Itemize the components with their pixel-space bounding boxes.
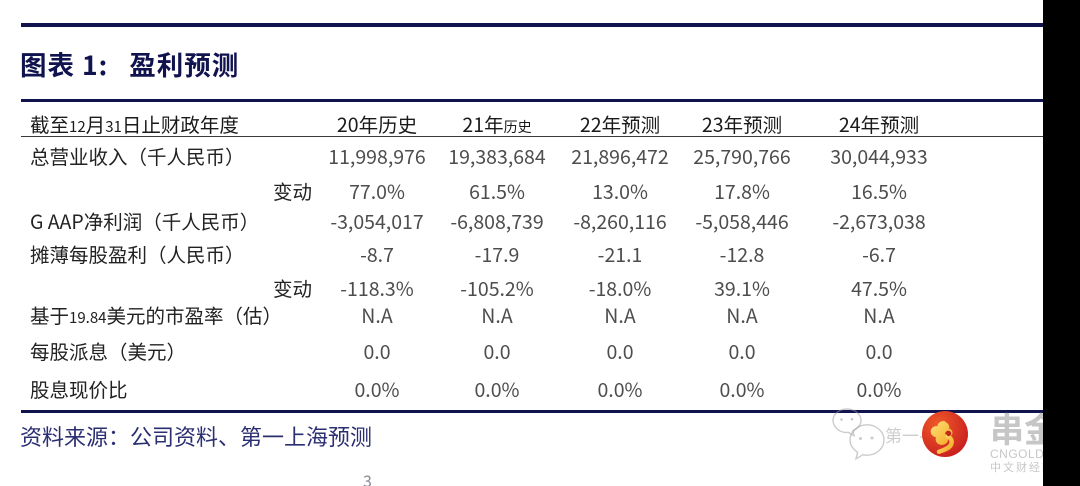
svg-text:第一: 第一 [885, 422, 919, 447]
